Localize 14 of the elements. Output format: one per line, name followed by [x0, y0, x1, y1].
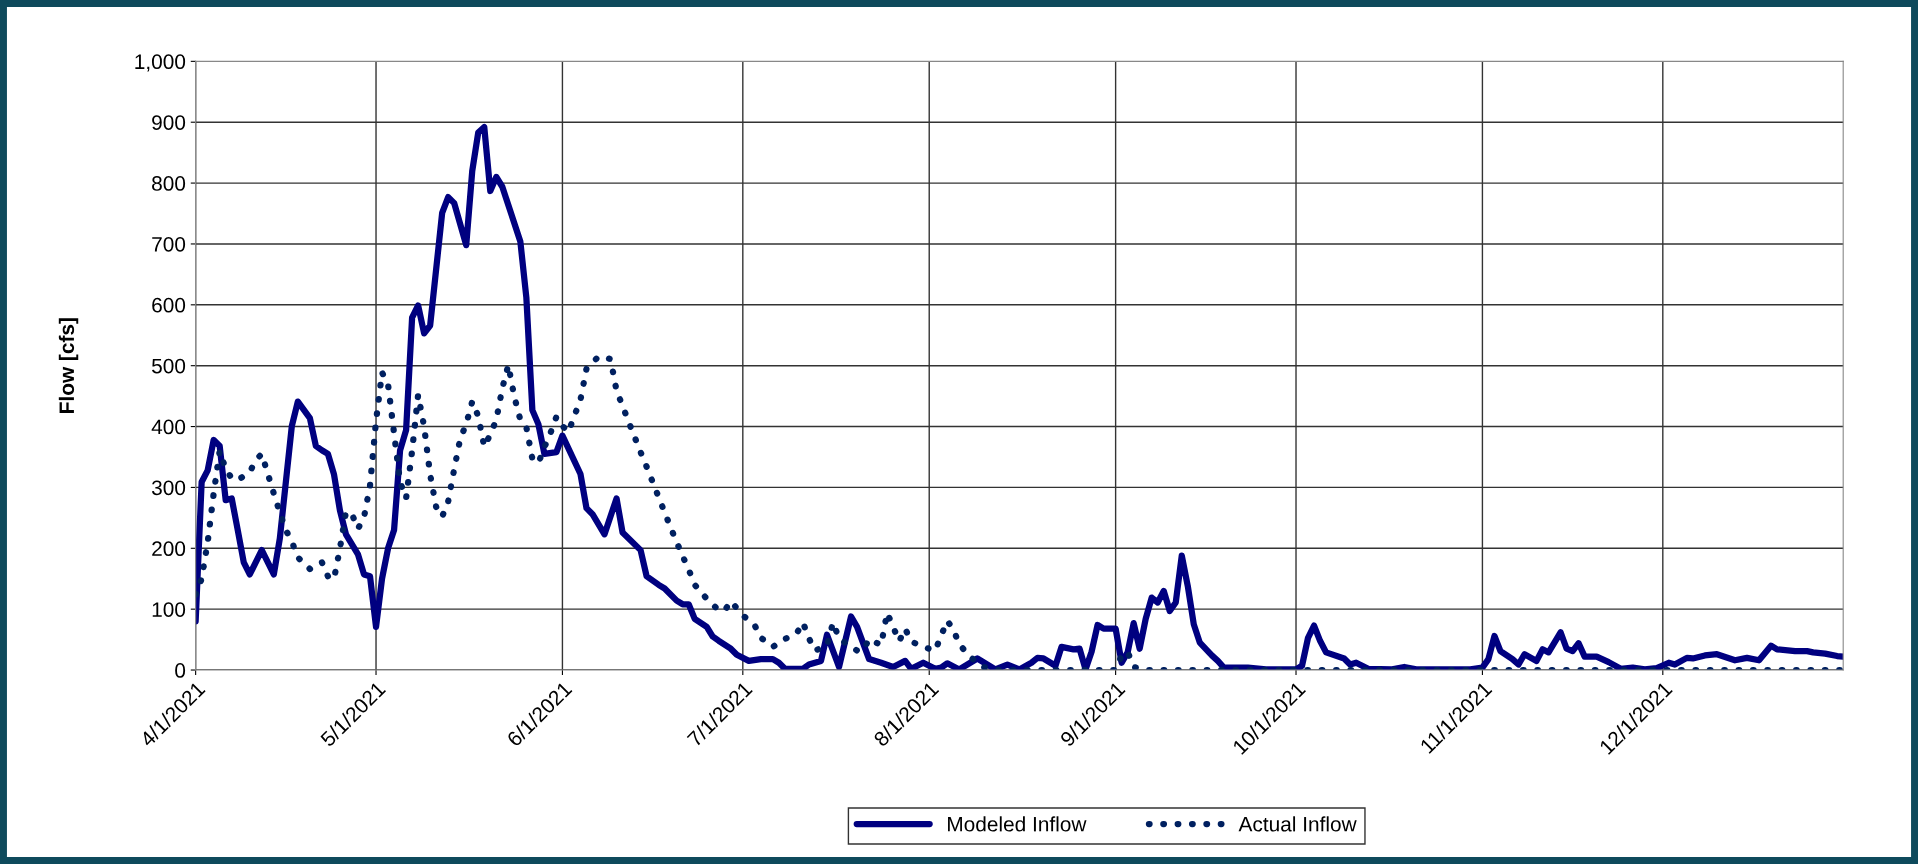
y-tick-label: 400 — [151, 419, 186, 435]
y-tick-label: 600 — [152, 297, 186, 313]
y-tick-label: 500 — [151, 358, 186, 374]
y-tick-label: 700 — [152, 236, 186, 252]
y-tick-label: 100 — [152, 602, 186, 617]
y-tick-label: 1,000 — [135, 54, 186, 72]
y-tick-label: 900 — [152, 115, 186, 130]
y-tick-label: 300 — [151, 480, 186, 496]
y-tick-label: 0 — [175, 663, 186, 678]
y-tick-label: 200 — [152, 541, 186, 557]
y-tick-label: 800 — [152, 176, 186, 191]
legend-label: Modeled Inflow — [948, 816, 1087, 832]
y-axis-title: Flow [cfs] — [58, 318, 79, 413]
legend-label: Actual Inflow — [1238, 816, 1357, 832]
